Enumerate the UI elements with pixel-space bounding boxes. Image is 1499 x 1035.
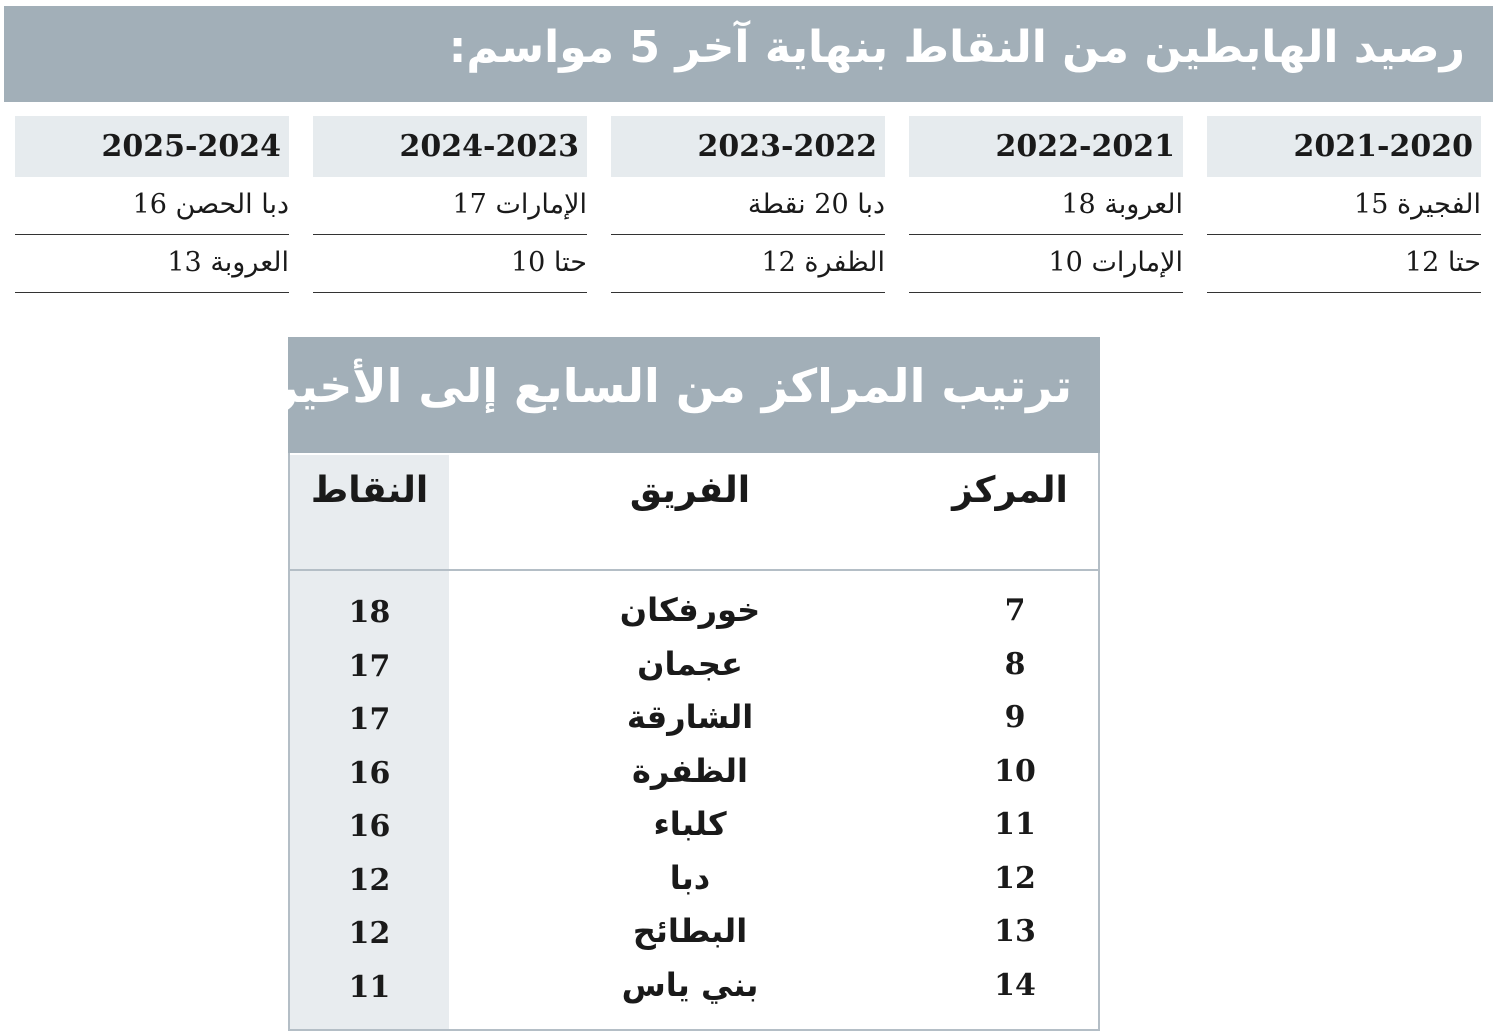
relegated-team: دبا الحصن 16 bbox=[15, 177, 289, 235]
rank-cell: 14 bbox=[994, 967, 1036, 1003]
team-cell: دبا bbox=[669, 858, 711, 897]
relegated-title-bar: رصيد الهابطين من النقاط بنهاية آخر 5 موا… bbox=[4, 6, 1493, 102]
points-cell: 18 bbox=[348, 595, 391, 630]
standings-title-bar: ترتيب المراكز من السابع إلى الأخير bbox=[272, 337, 1100, 453]
relegated-title: رصيد الهابطين من النقاط بنهاية آخر 5 موا… bbox=[448, 22, 1465, 73]
standings-table bbox=[288, 337, 1100, 1031]
relegated-team: حتا 12 bbox=[1207, 235, 1481, 293]
points-cell: 17 bbox=[348, 702, 391, 737]
points-cell: 11 bbox=[348, 969, 391, 1005]
season-label: 2025-2024 bbox=[15, 116, 289, 177]
rank-cell: 8 bbox=[1004, 646, 1026, 682]
rank-cell: 11 bbox=[994, 807, 1036, 842]
relegated-team: العروبة 18 bbox=[909, 177, 1183, 235]
season-label: 2023-2022 bbox=[611, 116, 885, 177]
relegated-team: الفجيرة 15 bbox=[1207, 177, 1481, 235]
rank-cell: 9 bbox=[1004, 700, 1026, 735]
points-cell: 17 bbox=[348, 648, 391, 684]
rank-cell: 13 bbox=[994, 914, 1036, 949]
season-column: 2025-2024 دبا الحصن 16 العروبة 13 bbox=[15, 116, 289, 293]
rank-cell: 10 bbox=[994, 753, 1036, 789]
relegated-team: العروبة 13 bbox=[15, 235, 289, 293]
header-team: الفريق bbox=[629, 470, 751, 511]
season-label: 2021-2020 bbox=[1207, 116, 1481, 177]
header-points: النقاط bbox=[310, 470, 429, 511]
relegated-team: الإمارات 17 bbox=[313, 177, 587, 235]
team-cell: عجمان bbox=[637, 644, 743, 683]
points-cell: 16 bbox=[348, 755, 391, 791]
team-cell: البطائح bbox=[632, 912, 748, 950]
team-cell: بني ياس bbox=[621, 965, 759, 1004]
points-column-bg bbox=[290, 455, 449, 1029]
relegated-team: حتا 10 bbox=[313, 235, 587, 293]
standings-title: ترتيب المراكز من السابع إلى الأخير bbox=[271, 359, 1072, 413]
season-column: 2022-2021 العروبة 18 الإمارات 10 bbox=[909, 116, 1183, 293]
season-label: 2022-2021 bbox=[909, 116, 1183, 177]
rank-cell: 7 bbox=[1004, 593, 1026, 628]
season-column: 2024-2023 الإمارات 17 حتا 10 bbox=[313, 116, 587, 293]
team-cell: كلباء bbox=[653, 805, 727, 843]
relegated-team: الظفرة 12 bbox=[611, 235, 885, 293]
team-cell: خورفكان bbox=[619, 591, 761, 629]
season-column: 2023-2022 دبا 20 نقطة الظفرة 12 bbox=[611, 116, 885, 293]
season-column: 2021-2020 الفجيرة 15 حتا 12 bbox=[1207, 116, 1481, 293]
relegated-team: دبا 20 نقطة bbox=[611, 177, 885, 235]
header-divider bbox=[290, 569, 1098, 571]
points-cell: 16 bbox=[348, 809, 391, 844]
points-cell: 12 bbox=[348, 862, 391, 898]
team-cell: الظفرة bbox=[632, 751, 748, 790]
rank-cell: 12 bbox=[994, 860, 1036, 896]
team-cell: الشارقة bbox=[626, 698, 754, 736]
season-label: 2024-2023 bbox=[313, 116, 587, 177]
relegated-team: الإمارات 10 bbox=[909, 235, 1183, 293]
points-cell: 12 bbox=[348, 916, 391, 951]
header-rank: المركز bbox=[952, 470, 1068, 511]
